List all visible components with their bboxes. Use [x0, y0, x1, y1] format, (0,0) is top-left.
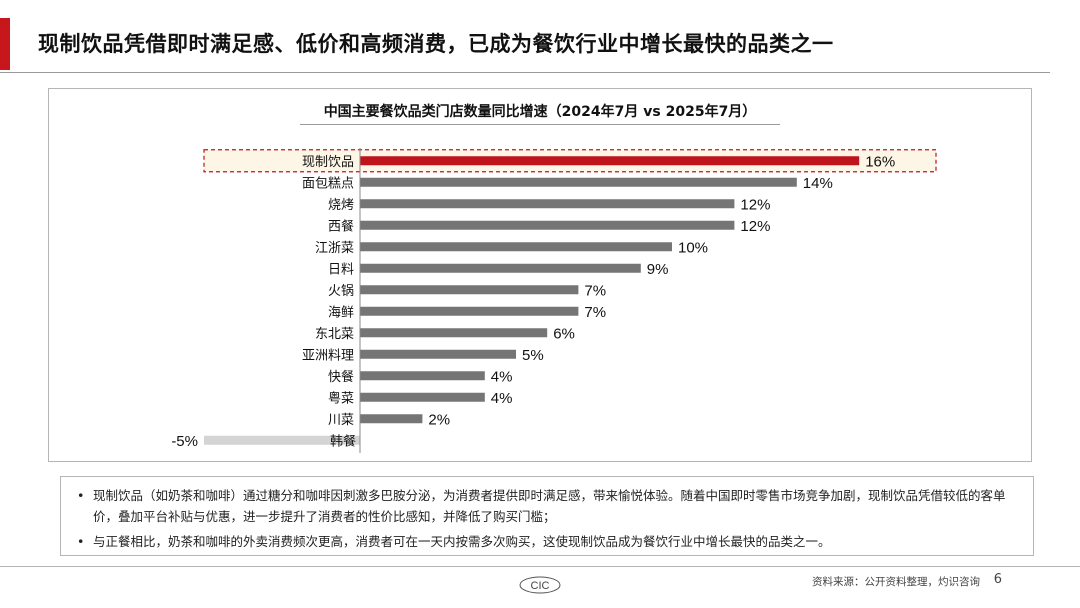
value-label: 6% — [553, 325, 575, 342]
bar — [204, 435, 360, 445]
cic-logo-icon: CIC — [519, 576, 561, 594]
footer-divider — [0, 566, 1080, 567]
value-label: 12% — [740, 196, 770, 213]
chart-title-divider — [300, 124, 780, 125]
page-title: 现制饮品凭借即时满足感、低价和高频消费，已成为餐饮行业中增长最快的品类之一 — [38, 32, 834, 56]
chart-frame — [48, 88, 1032, 462]
bar — [360, 414, 423, 424]
category-label: 西餐 — [328, 218, 354, 234]
value-label: 4% — [491, 390, 513, 407]
bar — [360, 177, 797, 187]
category-label: 东北菜 — [315, 327, 354, 342]
value-label: 9% — [647, 261, 669, 278]
value-label: 4% — [491, 368, 513, 385]
value-label: 7% — [584, 304, 606, 321]
bar — [360, 392, 485, 402]
value-label: 5% — [522, 347, 544, 364]
category-label: 火锅 — [328, 283, 354, 299]
bar — [360, 285, 579, 295]
category-label: 海鲜 — [328, 305, 354, 320]
bar — [360, 242, 672, 252]
cic-logo-text: CIC — [531, 580, 550, 592]
page-number: 6 — [993, 572, 1002, 587]
bar — [360, 156, 860, 166]
title-accent-bar — [0, 18, 10, 70]
bar — [360, 263, 641, 273]
bar — [360, 328, 548, 338]
value-label: 16% — [865, 153, 895, 170]
value-label: 12% — [740, 218, 770, 235]
category-label: 现制饮品 — [302, 155, 354, 170]
value-label: 7% — [584, 282, 606, 299]
category-label: 粤菜 — [328, 390, 354, 406]
chart-title: 中国主要餐饮品类门店数量同比增速（2024年7月 vs 2025年7月） — [323, 104, 757, 120]
notes-box: 现制饮品（如奶茶和咖啡）通过糖分和咖啡因刺激多巴胺分泌，为消费者提供即时满足感，… — [60, 476, 1034, 556]
category-label: 江浙菜 — [315, 241, 354, 256]
category-label: 韩餐 — [330, 433, 356, 449]
title-divider — [0, 72, 1050, 73]
source-note: 资料来源：公开资料整理，灼识咨询 — [812, 576, 980, 588]
category-label: 川菜 — [328, 413, 354, 428]
category-label: 亚洲料理 — [302, 348, 354, 363]
value-label: 10% — [678, 239, 708, 256]
value-label: -5% — [171, 433, 198, 450]
note-bullet-2: 与正餐相比，奶茶和咖啡的外卖消费频次更高，消费者可在一天内按需多次购买，这使现制… — [75, 531, 1019, 552]
bar — [360, 199, 735, 209]
bar — [360, 371, 485, 381]
value-label: 2% — [428, 411, 450, 428]
category-label: 面包糕点 — [302, 176, 354, 191]
bar — [360, 306, 579, 316]
bar — [360, 349, 516, 359]
category-label: 快餐 — [328, 369, 354, 385]
category-label: 烧烤 — [328, 198, 354, 213]
note-bullet-1: 现制饮品（如奶茶和咖啡）通过糖分和咖啡因刺激多巴胺分泌，为消费者提供即时满足感，… — [75, 485, 1019, 527]
bar — [360, 220, 735, 230]
category-label: 日料 — [328, 262, 354, 277]
value-label: 14% — [803, 175, 833, 192]
